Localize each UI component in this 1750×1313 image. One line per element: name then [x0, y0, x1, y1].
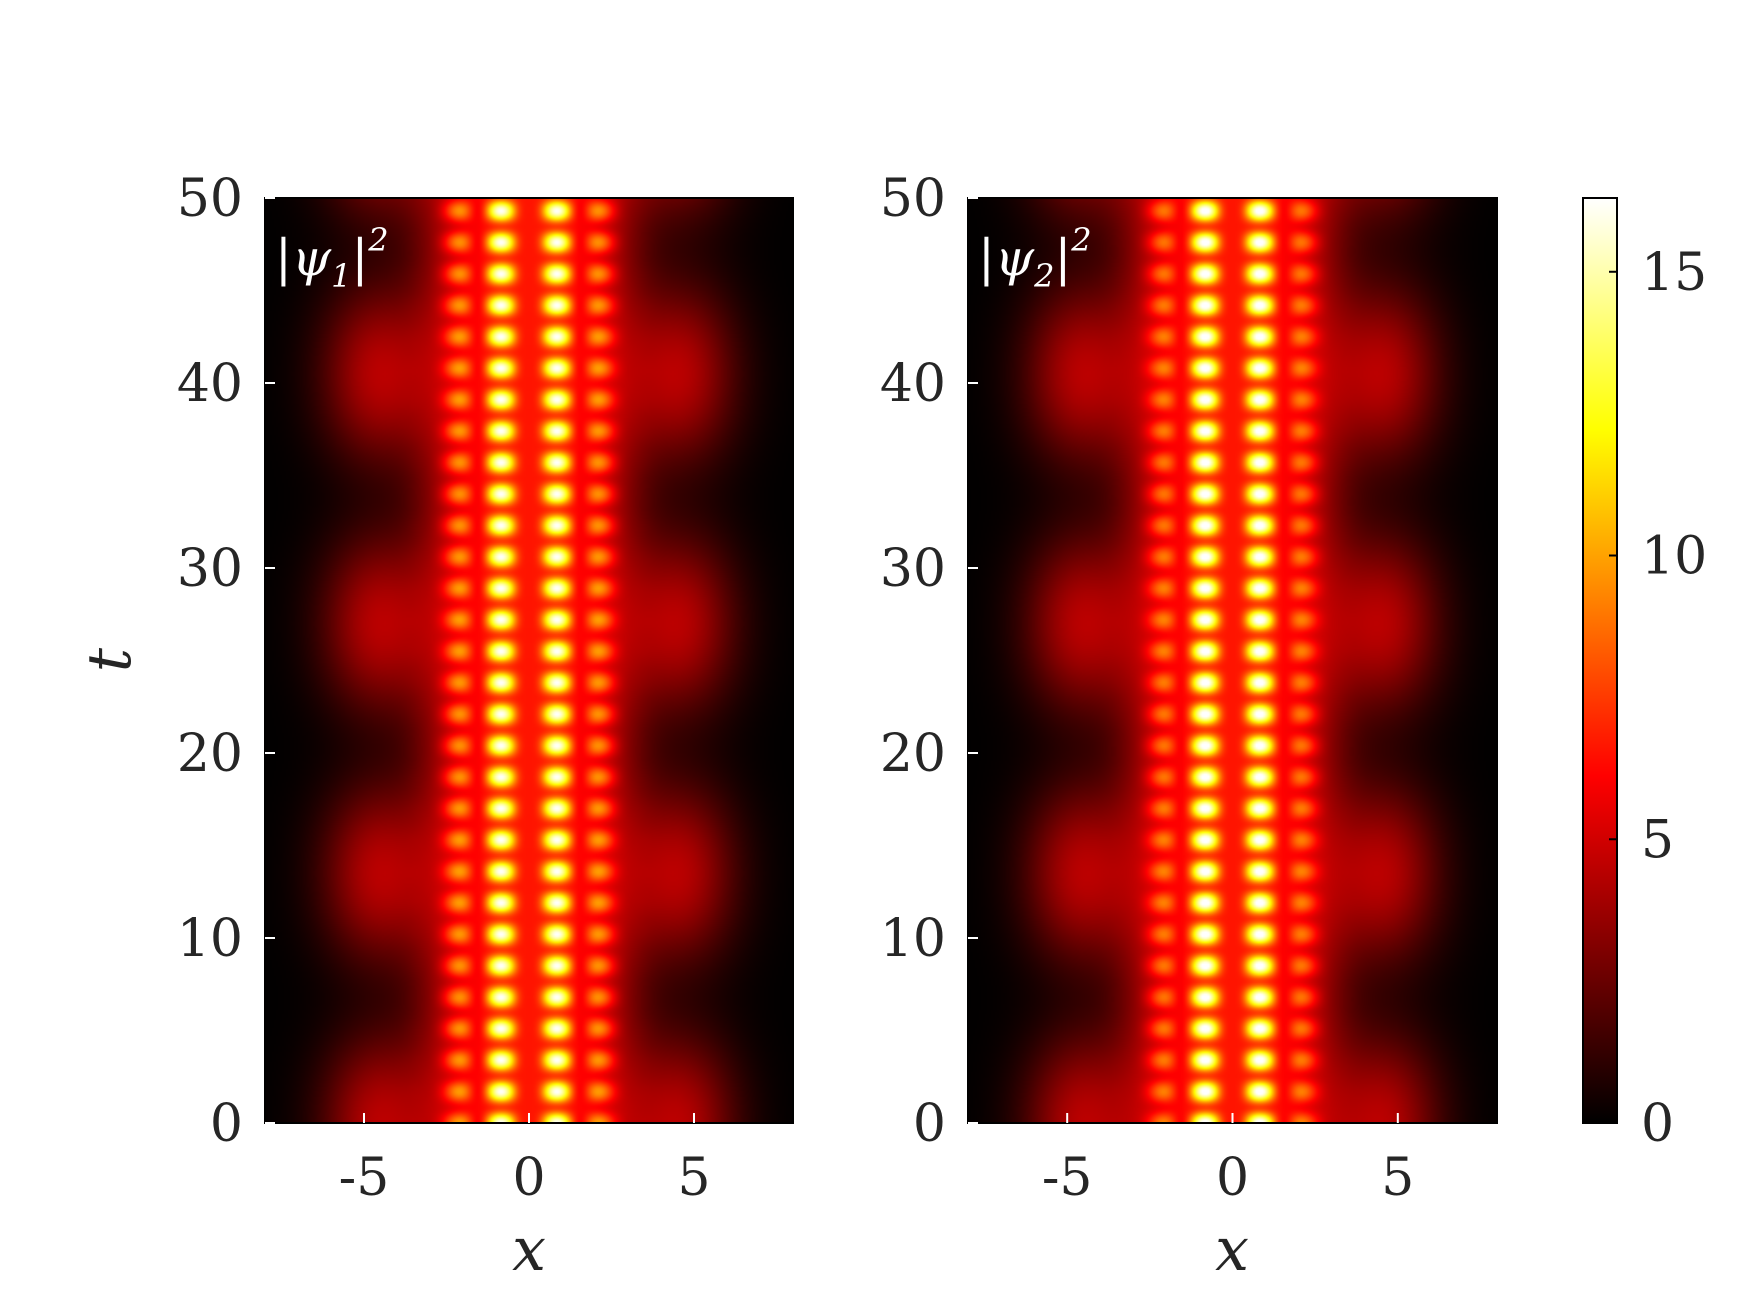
- heatmap-psi1: [265, 198, 793, 1123]
- y-tick-label: 40: [177, 354, 243, 414]
- x-axis-label-psi2: x: [1215, 1215, 1249, 1285]
- y-tick-label: 20: [177, 724, 243, 784]
- y-tick-label: 30: [177, 539, 243, 599]
- x-tick-label: 5: [677, 1148, 710, 1208]
- panel-label-psi2: |ψ2|2: [978, 221, 1092, 295]
- y-tick-label: 10: [880, 909, 946, 969]
- y-tick-label: 0: [210, 1094, 243, 1154]
- x-axis-label-psi1: x: [512, 1215, 546, 1285]
- y-tick-label: 30: [880, 539, 946, 599]
- y-tick-label: 50: [177, 169, 243, 229]
- colorbar-frame: [1582, 197, 1618, 1124]
- x-tick-label: 5: [1381, 1148, 1414, 1208]
- y-tick-label: 40: [880, 354, 946, 414]
- x-tick-label: 0: [1216, 1148, 1249, 1208]
- x-tick-label: -5: [339, 1148, 390, 1208]
- x-tick-label: 0: [512, 1148, 545, 1208]
- y-tick-label: 20: [880, 724, 946, 784]
- colorbar-gradient: [1583, 198, 1617, 1123]
- colorbar-tick-label: 10: [1641, 527, 1707, 587]
- x-tick-label: -5: [1042, 1148, 1093, 1208]
- colorbar-ticks: 0 5 10 15: [1609, 243, 1707, 1154]
- colorbar-tick-label: 0: [1641, 1094, 1674, 1154]
- heatmap-psi2: [968, 198, 1497, 1123]
- y-axis-label: t: [75, 647, 145, 672]
- y-tick-label: 10: [177, 909, 243, 969]
- y-tick-label: 0: [913, 1094, 946, 1154]
- colorbar-tick-label: 5: [1641, 810, 1674, 870]
- colorbar: 0 5 10 15: [1582, 197, 1707, 1154]
- panel-label-psi1: |ψ1|2: [275, 221, 389, 295]
- y-tick-label: 50: [880, 169, 946, 229]
- colorbar-tick-label: 15: [1641, 243, 1707, 303]
